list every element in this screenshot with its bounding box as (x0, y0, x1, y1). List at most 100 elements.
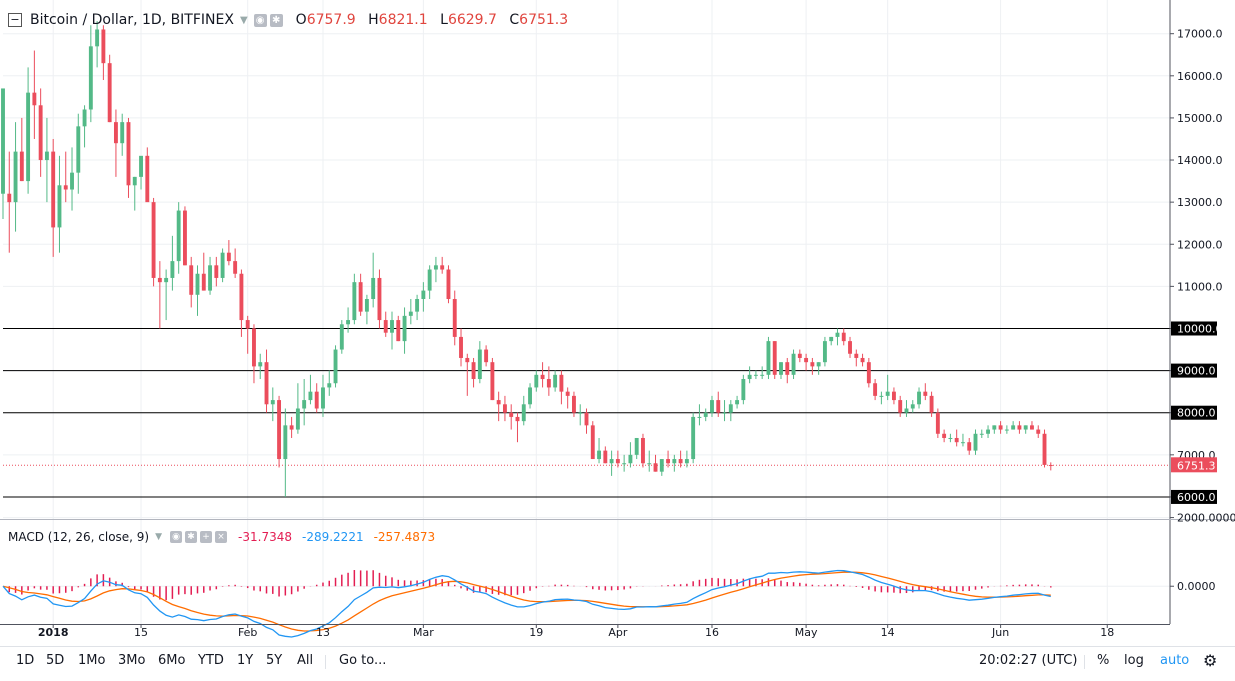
percent-scale-button[interactable]: % (1097, 653, 1110, 668)
candle (283, 408, 288, 497)
candle-body (264, 362, 269, 405)
eye-icon[interactable]: ◉ (170, 531, 183, 543)
histogram-value: -257.4873 (373, 530, 436, 544)
candle (597, 437, 601, 464)
candle (170, 235, 175, 291)
clock-time[interactable]: 20:02:27 (UTC) (979, 653, 1078, 668)
candle (471, 357, 476, 388)
gear-icon[interactable]: ✱ (185, 531, 198, 543)
candle (220, 248, 225, 283)
candle-body (289, 425, 294, 430)
candle (622, 454, 627, 472)
candle-body (1048, 465, 1053, 467)
candle-body (239, 273, 244, 321)
candle (1042, 429, 1047, 468)
range-3mo-button[interactable]: 3Mo (118, 653, 146, 668)
candle (277, 395, 282, 468)
candle-body (383, 320, 388, 333)
candle (917, 387, 921, 409)
candle-body (446, 269, 451, 300)
candle (327, 370, 332, 396)
range-1mo-button[interactable]: 1Mo (78, 653, 106, 668)
candle-body (546, 379, 551, 388)
candle (346, 307, 351, 333)
candle (691, 412, 696, 464)
candle (477, 341, 482, 384)
log-scale-button[interactable]: log (1124, 653, 1144, 668)
range-1y-button[interactable]: 1Y (237, 653, 254, 668)
candle-body (1, 88, 5, 194)
candle-body (841, 332, 846, 342)
candle (333, 345, 338, 388)
chart-area[interactable]: 17000.0 16000.0 15000.0 14000.0 13000.0 12000… (0, 0, 1235, 646)
candle (741, 374, 746, 405)
candle-body (132, 176, 137, 186)
candle-body (597, 450, 601, 460)
gear-icon[interactable]: ✱ (269, 13, 283, 27)
candle-body (308, 391, 313, 401)
goto-button[interactable]: Go to... (339, 653, 387, 668)
candle-body (113, 122, 118, 144)
range-5d-button[interactable]: 5D (46, 653, 65, 668)
candle (879, 391, 884, 405)
candle-body (126, 122, 131, 186)
candle (465, 353, 470, 396)
candle (1011, 421, 1016, 430)
candle-body (885, 391, 890, 396)
candle-body (427, 269, 432, 291)
candle-body (942, 433, 947, 438)
axes: 17000.0 16000.0 15000.0 14000.0 13000.0 12000… (0, 0, 1235, 639)
collapse-icon[interactable]: − (8, 13, 22, 27)
macd-value: -31.7348 (238, 530, 292, 544)
toolbar-divider (325, 655, 326, 669)
candle (421, 282, 426, 312)
chevron-down-icon[interactable]: ▼ (239, 14, 248, 26)
candle (647, 450, 652, 472)
candle (408, 299, 413, 325)
range-6mo-button[interactable]: 6Mo (158, 653, 186, 668)
range-ytd-button[interactable]: YTD (198, 653, 224, 668)
candle-body (697, 416, 702, 418)
candle-body (904, 408, 909, 413)
candle (95, 21, 100, 68)
candle (195, 265, 200, 316)
candle (258, 353, 263, 380)
candle-body (816, 362, 821, 367)
chevron-down-icon[interactable]: ▼ (155, 532, 163, 542)
candle-body (722, 412, 727, 414)
candle-body (716, 400, 721, 413)
candle-body (873, 383, 878, 396)
range-1d-button[interactable]: 1D (16, 653, 35, 668)
candle-body (622, 463, 627, 465)
candle-body (333, 349, 338, 384)
symbol-title[interactable]: Bitcoin / Dollar, 1D, BITFINEX (30, 12, 234, 28)
y-tick-label: 15000.0 (1177, 112, 1223, 125)
range-5y-button[interactable]: 5Y (266, 653, 283, 668)
candle (766, 336, 771, 380)
candle-body (32, 92, 37, 106)
plus-icon[interactable]: + (200, 531, 213, 543)
gear-icon[interactable]: ⚙ (1203, 651, 1218, 670)
macd-tick-label: 2000.0000 (1177, 512, 1235, 525)
candle (1030, 421, 1034, 430)
candle (942, 429, 947, 443)
eye-icon[interactable]: ◉ (253, 13, 267, 27)
close-icon[interactable]: × (215, 531, 228, 543)
macd-label[interactable]: MACD (12, 26, close, 9) (8, 530, 150, 544)
candle-body (578, 412, 583, 414)
candle-body (183, 210, 187, 266)
candle-body (107, 63, 112, 123)
candle (986, 425, 990, 438)
candle-body (76, 126, 81, 173)
ohlc-open: 6757.9 (306, 12, 356, 28)
candle (402, 307, 407, 354)
candle (396, 315, 401, 342)
y-tick-label: 13000.0 (1177, 196, 1223, 209)
candle (584, 408, 589, 434)
ohlc-low: 6629.7 (447, 12, 497, 28)
candle (289, 416, 294, 438)
range-all-button[interactable]: All (297, 653, 314, 668)
auto-scale-button[interactable]: auto (1160, 653, 1190, 668)
candle (484, 345, 489, 367)
candle-body (70, 172, 74, 190)
